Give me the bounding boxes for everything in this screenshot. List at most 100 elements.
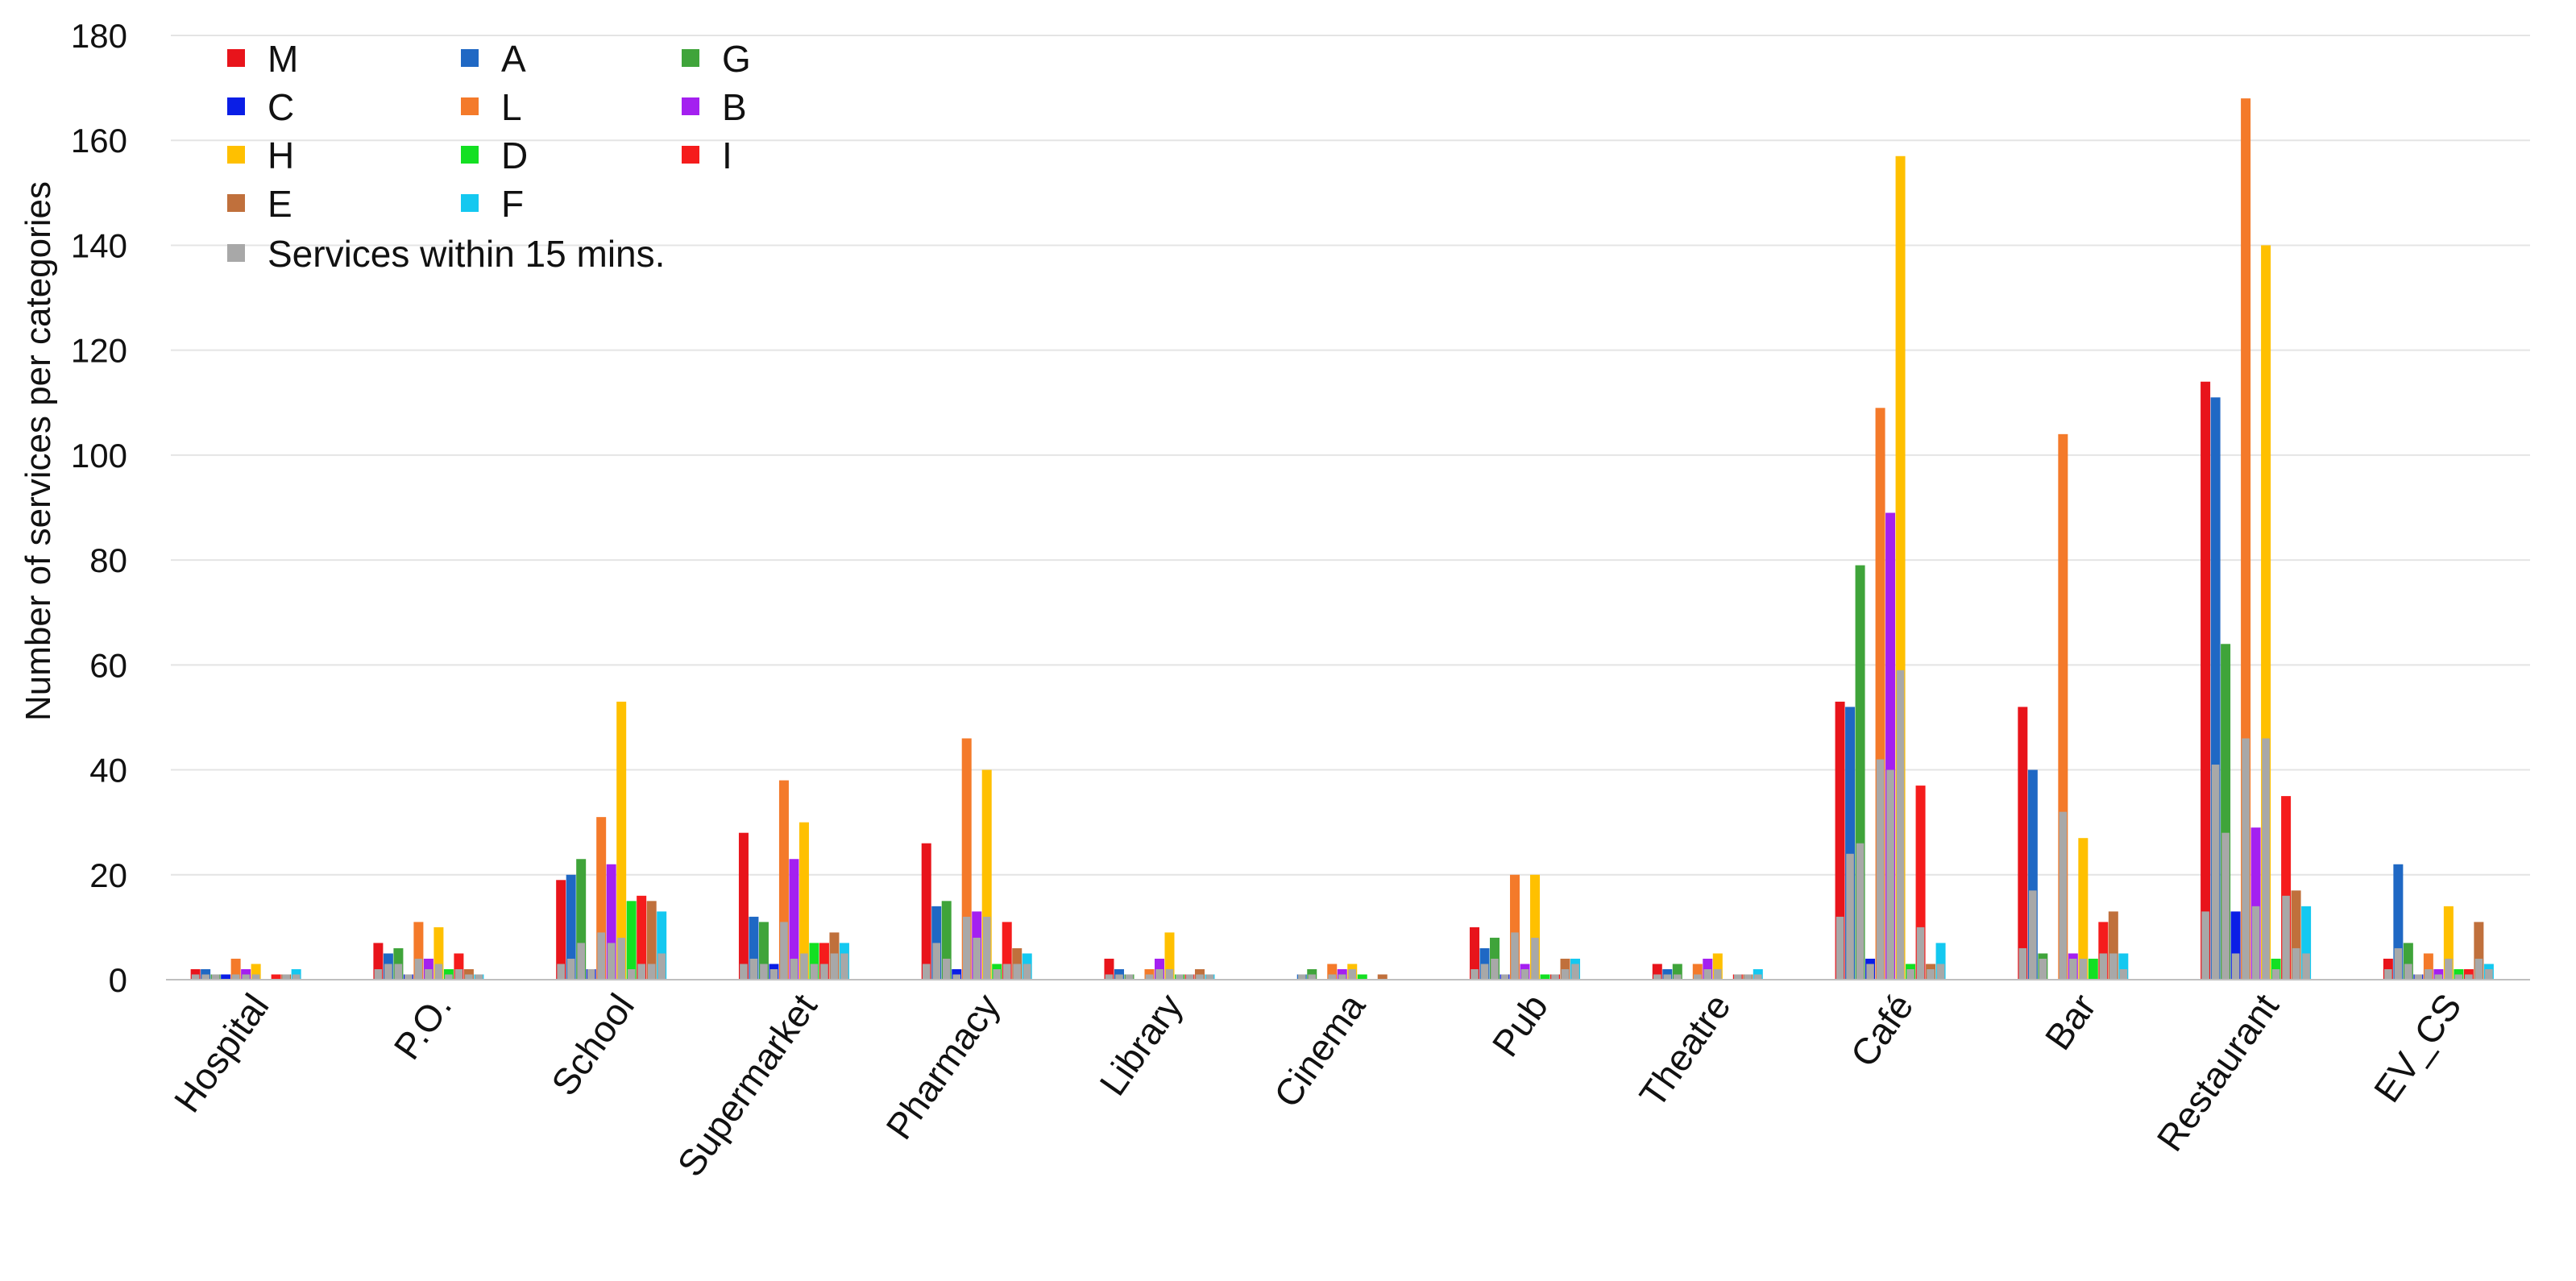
bar-within-15-mins (780, 922, 788, 980)
bar-within-15-mins (251, 974, 260, 980)
legend-label-C: C (268, 86, 294, 128)
bar-within-15-mins (2029, 890, 2037, 980)
bar-within-15-mins (637, 964, 645, 980)
bar-I (637, 895, 647, 980)
legend-label-within-15-mins: Services within 15 mins. (268, 233, 665, 275)
bar-within-15-mins (1471, 968, 1479, 980)
bar-group-theatre (1652, 953, 1763, 980)
bar-within-15-mins (790, 958, 799, 980)
legend-label-E: E (268, 183, 292, 225)
bar-within-15-mins (211, 974, 220, 980)
bar-group-hospital (190, 958, 301, 980)
bar-within-15-mins (932, 943, 941, 980)
x-tick-label: Library (1091, 986, 1190, 1103)
bar-within-15-mins (1733, 974, 1742, 980)
bar-within-15-mins (607, 943, 616, 980)
bar-within-15-mins (2109, 953, 2118, 980)
bar-within-15-mins (820, 964, 828, 980)
bar-within-15-mins (2221, 832, 2230, 980)
legend-label-M: M (268, 38, 298, 80)
x-axis: Hospital P.O. School Supermarket Pharmacy Lib… (166, 979, 2530, 1184)
bar-M (556, 880, 566, 980)
y-axis-title: Number of services per categories (19, 181, 58, 721)
y-tick-label: 140 (71, 226, 127, 264)
bar-within-15-mins (2018, 947, 2027, 980)
bar-within-15-mins (1115, 974, 1123, 980)
y-tick-label: 160 (71, 122, 127, 160)
bar-within-15-mins (1520, 968, 1529, 980)
legend-label-H: H (268, 135, 294, 176)
bar-within-15-mins (384, 964, 392, 980)
bar-within-15-mins (231, 974, 240, 980)
bar-H (2078, 838, 2089, 980)
y-tick-label: 60 (89, 646, 127, 684)
legend-label-I: I (722, 135, 732, 176)
bar-within-15-mins (597, 932, 605, 980)
bar-within-15-mins (1886, 769, 1894, 980)
bar-within-15-mins (445, 974, 453, 980)
bar-within-15-mins (1753, 974, 1762, 980)
bar-within-15-mins (1876, 759, 1885, 980)
bar-within-15-mins (2201, 911, 2209, 980)
bar-E (646, 901, 657, 980)
bars (190, 98, 2494, 980)
bar-within-15-mins (201, 974, 209, 980)
x-tick-label: Pharmacy (877, 986, 1007, 1146)
bar-within-15-mins (1297, 974, 1306, 980)
x-tick-label: Café (1842, 986, 1921, 1074)
bar-A (566, 874, 576, 980)
bar-within-15-mins (2231, 953, 2240, 980)
bar-group-pub (1470, 874, 1581, 980)
bar-within-15-mins (1125, 974, 1134, 980)
bar-D (1357, 974, 1367, 980)
bar-within-15-mins (282, 974, 290, 980)
bar-within-15-mins (993, 968, 1002, 980)
bar-within-15-mins (2251, 906, 2260, 980)
bar-within-15-mins (2404, 964, 2412, 980)
bar-within-15-mins (2485, 968, 2493, 980)
y-tick-label: 40 (89, 752, 127, 790)
x-tick-label: Supermarket (669, 986, 825, 1184)
bar-within-15-mins (2271, 968, 2280, 980)
bar-group-library (1104, 932, 1215, 980)
bar-within-15-mins (1145, 974, 1154, 980)
bar-M (738, 832, 749, 980)
bar-within-15-mins (1653, 974, 1661, 980)
bar-within-15-mins (1196, 974, 1204, 980)
legend-label-A: A (501, 38, 526, 80)
x-tick-label: School (543, 986, 642, 1103)
bar-within-15-mins (982, 916, 991, 980)
bar-within-15-mins (2262, 738, 2270, 980)
bar-within-15-mins (1308, 974, 1317, 980)
bar-within-15-mins (1002, 964, 1011, 980)
bar-H (799, 822, 809, 980)
bar-M (1470, 927, 1480, 980)
bar-within-15-mins (1936, 964, 1945, 980)
bar-within-15-mins (2079, 958, 2088, 980)
bar-M (921, 843, 931, 980)
legend-swatch-I (682, 146, 699, 164)
bar-within-15-mins (2454, 974, 2463, 980)
y-tick-label: 180 (71, 17, 127, 55)
bar-group-p-o- (373, 922, 484, 980)
x-tick-label: Cinema (1266, 986, 1374, 1115)
bar-within-15-mins (810, 964, 819, 980)
bar-within-15-mins (1571, 964, 1579, 980)
legend-swatch-B (682, 97, 699, 115)
bar-I (271, 974, 281, 980)
legend-label-D: D (501, 135, 528, 176)
bar-within-15-mins (2302, 953, 2310, 980)
bar-within-15-mins (1155, 968, 1164, 980)
bar-B (789, 859, 799, 980)
bar-within-15-mins (922, 964, 931, 980)
bar-within-15-mins (2069, 958, 2077, 980)
bar-within-15-mins (1531, 937, 1539, 980)
bar-group-bar (2018, 433, 2129, 980)
legend-swatch-A (461, 49, 479, 67)
x-tick-label: EV_CS (2366, 986, 2470, 1109)
x-tick-label: Pub (1483, 986, 1556, 1064)
bar-within-15-mins (952, 974, 961, 980)
bar-within-15-mins (2099, 953, 2108, 980)
bar-within-15-mins (1480, 964, 1489, 980)
bar-within-15-mins (2434, 974, 2443, 980)
